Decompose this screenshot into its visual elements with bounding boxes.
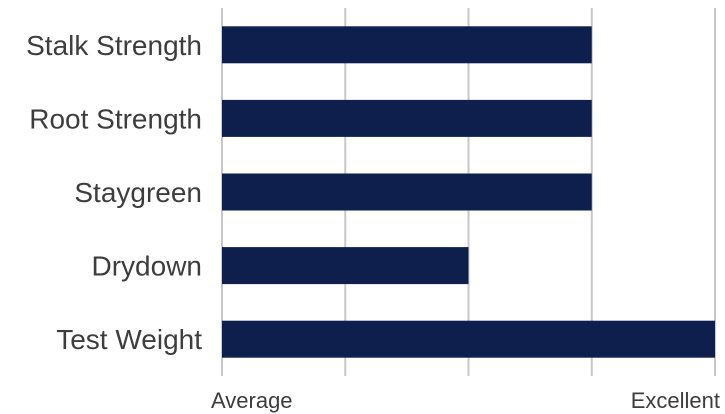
x-tick-label: Excellent xyxy=(631,388,720,413)
category-label: Staygreen xyxy=(74,177,202,208)
category-labels: Stalk Strength Root Strength Staygreen Dryd… xyxy=(26,30,202,355)
bar-drydown xyxy=(222,247,469,285)
bar-staygreen xyxy=(222,173,592,211)
x-tick-label: Average xyxy=(211,388,293,413)
category-label: Stalk Strength xyxy=(26,30,202,61)
bars xyxy=(222,26,715,358)
bar-root-strength xyxy=(222,99,592,137)
category-label: Test Weight xyxy=(56,324,202,355)
bar-stalk-strength xyxy=(222,26,592,64)
bar-test-weight xyxy=(222,320,715,358)
x-tick-labels: Average Excellent xyxy=(211,388,720,413)
category-label: Root Strength xyxy=(29,103,202,134)
category-label: Drydown xyxy=(92,251,202,282)
